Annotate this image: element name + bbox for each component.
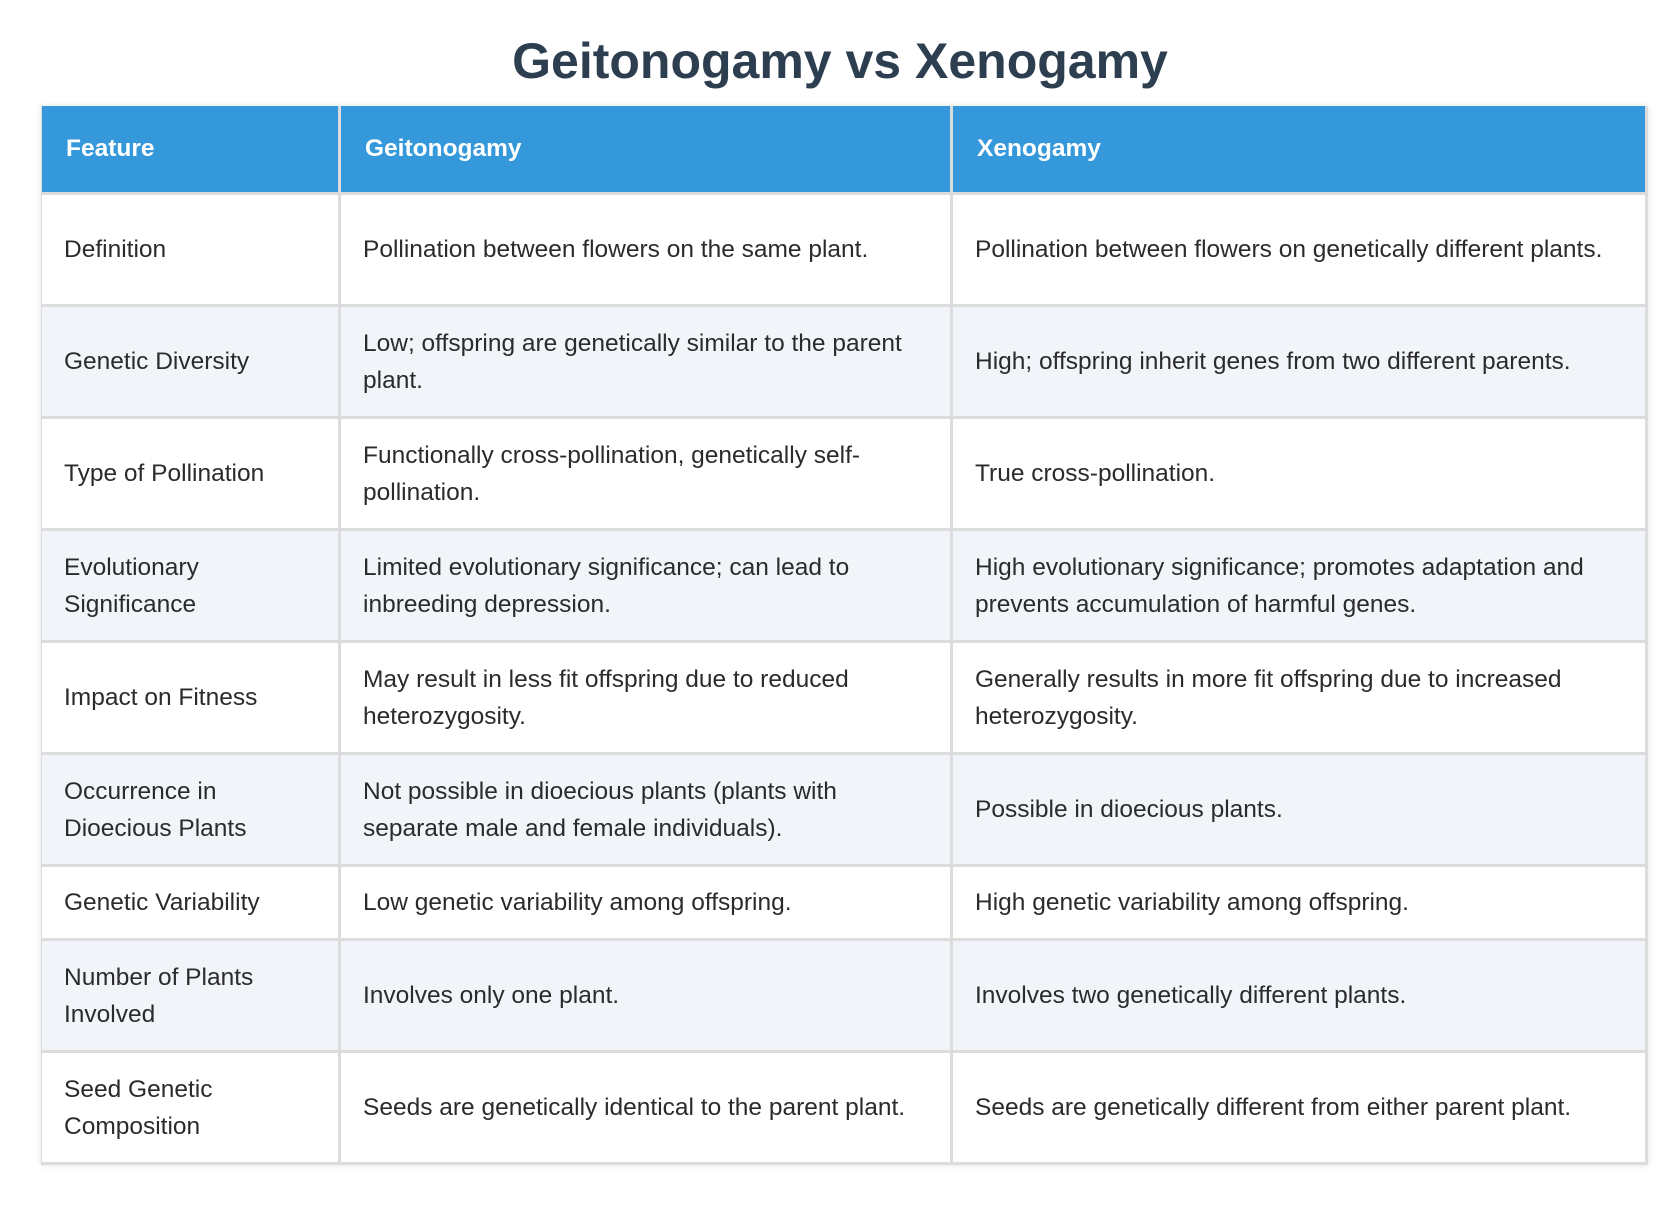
xenogamy-cell: Pollination between flowers on genetical…	[950, 192, 1648, 307]
geitonogamy-cell: May result in less fit offspring due to …	[338, 640, 953, 755]
table-row: Genetic Diversity Low; offspring are gen…	[41, 304, 1648, 419]
xenogamy-cell: Generally results in more fit offspring …	[950, 640, 1648, 755]
table-row: Number of Plants Involved Involves only …	[41, 938, 1648, 1053]
header-geitonogamy: Geitonogamy	[338, 106, 953, 195]
geitonogamy-cell: Functionally cross-pollination, genetica…	[338, 416, 953, 531]
geitonogamy-cell: Not possible in dioecious plants (plants…	[338, 752, 953, 867]
comparison-table: Feature Geitonogamy Xenogamy Definition …	[41, 106, 1648, 1165]
xenogamy-cell: Seeds are genetically different from eit…	[950, 1050, 1648, 1165]
header-row: Feature Geitonogamy Xenogamy	[41, 106, 1648, 195]
feature-cell: Occurrence in Dioecious Plants	[41, 752, 341, 867]
feature-cell: Number of Plants Involved	[41, 938, 341, 1053]
table-row: Occurrence in Dioecious Plants Not possi…	[41, 752, 1648, 867]
feature-cell: Definition	[41, 192, 341, 307]
xenogamy-cell: High; offspring inherit genes from two d…	[950, 304, 1648, 419]
table-row: Definition Pollination between flowers o…	[41, 192, 1648, 307]
geitonogamy-cell: Seeds are genetically identical to the p…	[338, 1050, 953, 1165]
feature-cell: Seed Genetic Composition	[41, 1050, 341, 1165]
geitonogamy-cell: Involves only one plant.	[338, 938, 953, 1053]
xenogamy-cell: High genetic variability among offspring…	[950, 864, 1648, 941]
feature-cell: Genetic Variability	[41, 864, 341, 941]
xenogamy-cell: Possible in dioecious plants.	[950, 752, 1648, 867]
table-row: Genetic Variability Low genetic variabil…	[41, 864, 1648, 941]
table-row: Impact on Fitness May result in less fit…	[41, 640, 1648, 755]
xenogamy-cell: Involves two genetically different plant…	[950, 938, 1648, 1053]
header-xenogamy: Xenogamy	[950, 106, 1648, 195]
table-header: Feature Geitonogamy Xenogamy	[41, 106, 1648, 195]
feature-cell: Impact on Fitness	[41, 640, 341, 755]
geitonogamy-cell: Low genetic variability among offspring.	[338, 864, 953, 941]
table-body: Definition Pollination between flowers o…	[41, 192, 1648, 1165]
table-row: Evolutionary Significance Limited evolut…	[41, 528, 1648, 643]
geitonogamy-cell: Limited evolutionary significance; can l…	[338, 528, 953, 643]
header-feature: Feature	[41, 106, 341, 195]
feature-cell: Genetic Diversity	[41, 304, 341, 419]
xenogamy-cell: True cross-pollination.	[950, 416, 1648, 531]
feature-cell: Type of Pollination	[41, 416, 341, 531]
table-row: Type of Pollination Functionally cross-p…	[41, 416, 1648, 531]
xenogamy-cell: High evolutionary significance; promotes…	[950, 528, 1648, 643]
table-row: Seed Genetic Composition Seeds are genet…	[41, 1050, 1648, 1165]
page-title: Geitonogamy vs Xenogamy	[512, 33, 1168, 89]
feature-cell: Evolutionary Significance	[41, 528, 341, 643]
geitonogamy-cell: Pollination between flowers on the same …	[338, 192, 953, 307]
geitonogamy-cell: Low; offspring are genetically similar t…	[338, 304, 953, 419]
